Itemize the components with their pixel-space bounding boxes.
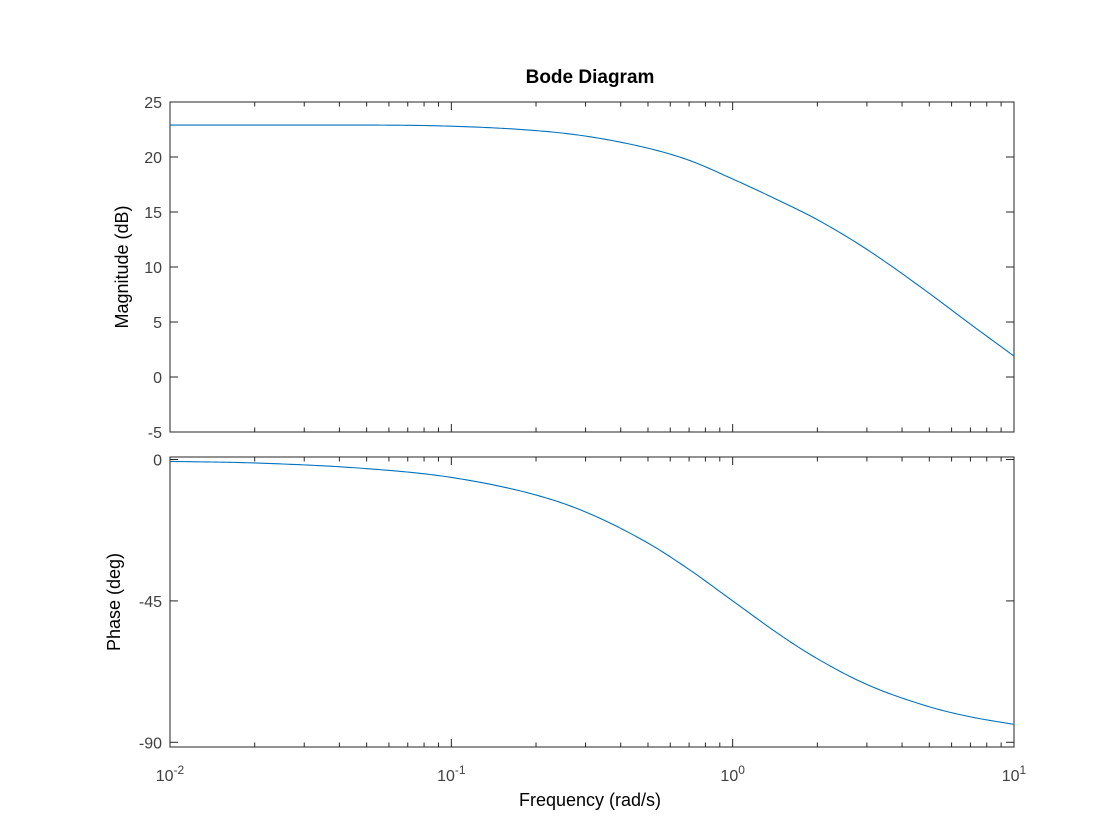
magnitude-axes-box	[169, 101, 1015, 433]
phase-line	[169, 460, 1015, 725]
x-tick-labels: 10-2 10-1 100 101	[156, 763, 1027, 785]
x-axis-label: Frequency (rad/s)	[519, 790, 661, 810]
y-tick-label: 0	[153, 370, 162, 387]
phase-ticks: 0 -45 -90	[139, 453, 1014, 752]
y-tick-label: 25	[144, 95, 162, 112]
y-tick-label: -45	[139, 594, 162, 611]
y-tick-label: 0	[153, 453, 162, 470]
magnitude-ticks: 25 20 15 10 5 0 -5	[144, 95, 1014, 442]
magnitude-ylabel: Magnitude (dB)	[112, 205, 132, 328]
x-tick-label: 100	[720, 763, 745, 785]
phase-panel: 0 -45 -90 Phase (deg)	[104, 453, 1015, 752]
magnitude-panel: 25 20 15 10 5 0 -5 Magnitude (dB)	[112, 95, 1015, 442]
x-tick-label: 101	[1002, 763, 1027, 785]
chart-title: Bode Diagram	[526, 67, 655, 88]
y-tick-label: -90	[139, 735, 162, 752]
x-tick-label: 10-2	[156, 763, 185, 785]
y-tick-label: 15	[144, 205, 162, 222]
y-tick-label: -5	[148, 425, 162, 442]
magnitude-line	[170, 124, 1015, 357]
phase-axes-box	[169, 456, 1015, 748]
y-tick-label: 10	[144, 260, 162, 277]
phase-ylabel: Phase (deg)	[104, 553, 124, 651]
y-tick-label: 5	[153, 315, 162, 332]
x-tick-label: 10-1	[437, 763, 466, 785]
y-tick-label: 20	[144, 150, 162, 167]
